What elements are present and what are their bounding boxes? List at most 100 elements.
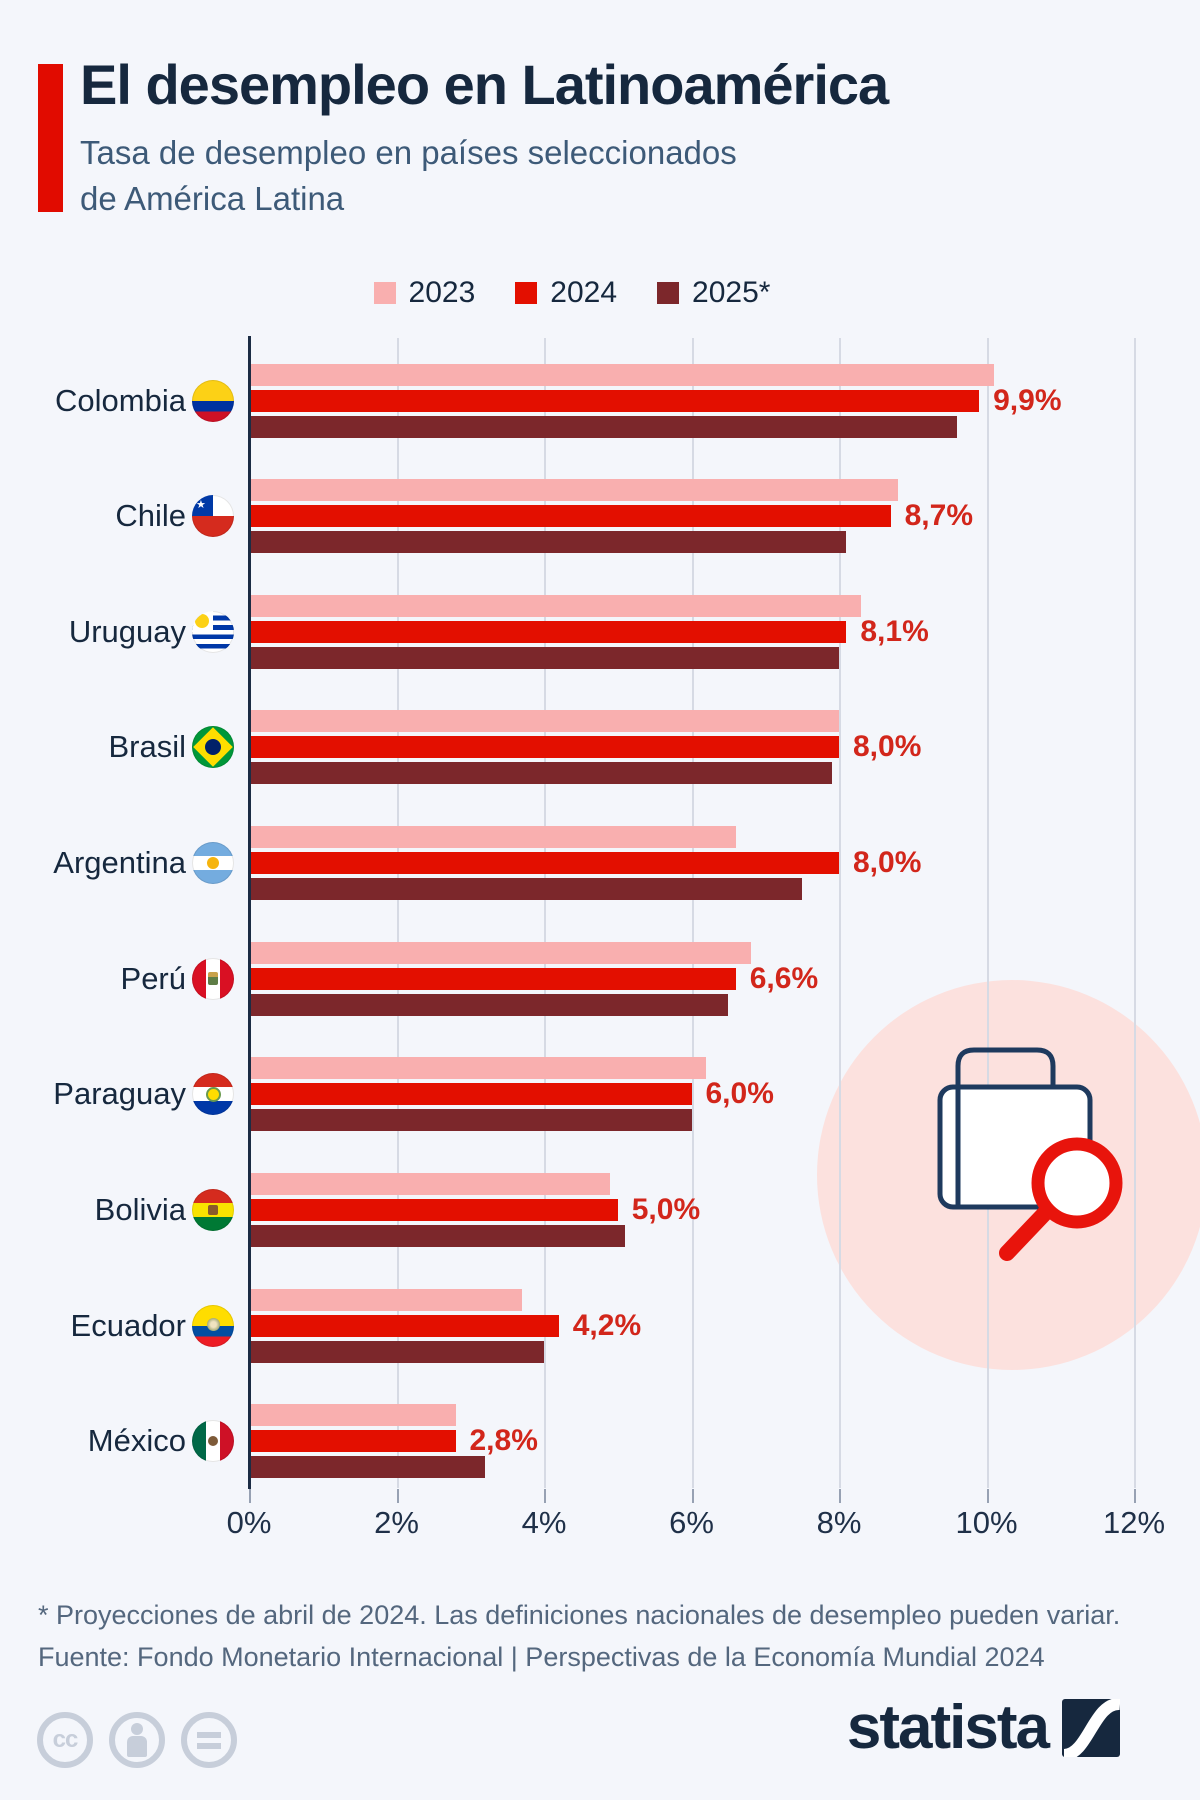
gridline xyxy=(544,338,546,1488)
uruguay-flag-icon xyxy=(192,610,234,653)
country-label: Bolivia xyxy=(94,1192,186,1228)
legend-item-2024: 2024 xyxy=(515,276,617,310)
value-label: 9,9% xyxy=(993,383,1062,417)
bar-2023-paraguay xyxy=(249,1057,707,1080)
statista-wordmark[interactable]: statista xyxy=(846,1693,1050,1762)
x-axis-tick-label: 12% xyxy=(1102,1505,1166,1540)
ecuador-flag-icon xyxy=(192,1304,234,1347)
statista-branding[interactable]: statista xyxy=(0,1693,1120,1762)
bar-2025-mexico xyxy=(249,1456,485,1479)
briefcase-search-illustration xyxy=(937,1047,1123,1261)
bar-2023-brasil xyxy=(249,710,839,733)
bar-2024-paraguay xyxy=(249,1083,692,1106)
bar-2024-bolivia xyxy=(249,1199,618,1222)
x-axis-tick xyxy=(249,1489,251,1503)
value-label: 2,8% xyxy=(469,1424,538,1458)
legend-label-2025: 2025* xyxy=(692,276,771,309)
x-axis-tick xyxy=(396,1489,399,1503)
magnifier-handle-icon xyxy=(999,1204,1054,1261)
x-axis-tick-label: 2% xyxy=(374,1505,419,1540)
footnote-line-2: Fuente: Fondo Monetario Internacional | … xyxy=(38,1642,1045,1672)
footnote: * Proyecciones de abril de 2024. Las def… xyxy=(38,1594,1120,1678)
bar-2025-paraguay xyxy=(249,1109,692,1132)
cc-icon[interactable]: cc xyxy=(37,1712,93,1768)
footnote-line-1: * Proyecciones de abril de 2024. Las def… xyxy=(38,1600,1121,1630)
bar-2023-uruguay xyxy=(249,594,862,617)
bar-2025-argentina xyxy=(249,878,803,901)
bar-2023-peru xyxy=(249,941,751,964)
bar-2025-brasil xyxy=(249,762,832,785)
peru-flag-icon xyxy=(192,957,234,1000)
x-axis-tick-label: 10% xyxy=(955,1505,1018,1540)
bolivia-flag-icon xyxy=(192,1189,234,1232)
legend-swatch-2024-icon xyxy=(515,282,538,304)
subtitle-line-1: Tasa de desempleo en países seleccionado… xyxy=(80,134,737,171)
country-label: Paraguay xyxy=(53,1076,186,1112)
briefcase-handle-icon xyxy=(955,1047,1056,1140)
value-label: 8,1% xyxy=(860,614,929,648)
magnifier-lens-icon xyxy=(1031,1137,1123,1229)
legend-swatch-2025-icon xyxy=(657,282,680,304)
bar-2024-ecuador xyxy=(249,1314,559,1337)
country-label: Brasil xyxy=(108,729,186,765)
bar-2023-ecuador xyxy=(249,1288,522,1311)
country-label: Ecuador xyxy=(70,1307,186,1343)
subtitle-line-2: de América Latina xyxy=(80,180,345,217)
country-label: Argentina xyxy=(53,845,186,881)
bar-2023-mexico xyxy=(249,1404,456,1427)
bar-2024-uruguay xyxy=(249,620,847,643)
gridline xyxy=(986,338,989,1488)
y-axis-line xyxy=(248,336,251,1489)
legend-item-2025: 2025* xyxy=(657,276,770,310)
bar-2025-colombia xyxy=(249,415,957,438)
statista-logo-icon[interactable] xyxy=(1062,1699,1120,1757)
attribution-person-icon[interactable] xyxy=(109,1712,165,1768)
value-label: 6,0% xyxy=(705,1077,774,1111)
legend-swatch-2023-icon xyxy=(373,282,396,304)
x-axis-tick-label: 6% xyxy=(669,1505,714,1540)
gridline xyxy=(691,338,694,1488)
x-axis-tick xyxy=(986,1489,989,1503)
bar-2024-colombia xyxy=(249,389,980,412)
legend-label-2024: 2024 xyxy=(550,276,618,309)
bar-2025-uruguay xyxy=(249,646,839,669)
value-label: 5,0% xyxy=(631,1193,701,1227)
x-axis-tick-label: 0% xyxy=(226,1505,272,1540)
gridline xyxy=(1134,338,1136,1488)
value-label: 8,7% xyxy=(904,499,974,533)
value-label: 6,6% xyxy=(749,961,819,995)
country-label: Perú xyxy=(120,960,186,996)
value-label: 4,2% xyxy=(572,1308,642,1342)
gridline xyxy=(839,338,841,1488)
bar-2025-peru xyxy=(249,993,729,1016)
gridline xyxy=(396,338,399,1488)
subtitle: Tasa de desempleo en países seleccionado… xyxy=(80,130,737,222)
page-title: El desempleo en Latinoamérica xyxy=(80,53,889,116)
bar-2024-peru xyxy=(249,967,736,990)
x-axis-tick xyxy=(839,1489,841,1503)
x-axis-tick xyxy=(1134,1489,1136,1503)
bar-2025-bolivia xyxy=(249,1225,626,1248)
country-label: Chile xyxy=(115,498,186,534)
x-axis-tick-label: 8% xyxy=(816,1505,862,1540)
legend-item-2023: 2023 xyxy=(373,276,476,310)
bar-2023-colombia xyxy=(249,363,994,386)
mexico-flag-icon xyxy=(192,1420,234,1463)
country-label: Colombia xyxy=(55,382,186,418)
no-derivatives-equals-icon[interactable] xyxy=(181,1712,237,1768)
bar-2024-argentina xyxy=(249,852,839,875)
bar-2025-chile xyxy=(249,531,847,554)
bar-2024-mexico xyxy=(249,1430,456,1453)
license-badges: cc xyxy=(37,1712,237,1768)
bar-2024-brasil xyxy=(249,736,839,759)
legend-label-2023: 2023 xyxy=(408,276,476,309)
bar-2025-ecuador xyxy=(249,1340,544,1363)
x-axis-tick xyxy=(544,1489,546,1503)
bar-2024-chile xyxy=(249,505,891,528)
bar-2023-argentina xyxy=(249,826,736,849)
x-axis-tick-label: 4% xyxy=(521,1505,567,1540)
colombia-flag-icon xyxy=(192,379,234,422)
country-label: México xyxy=(87,1423,186,1459)
